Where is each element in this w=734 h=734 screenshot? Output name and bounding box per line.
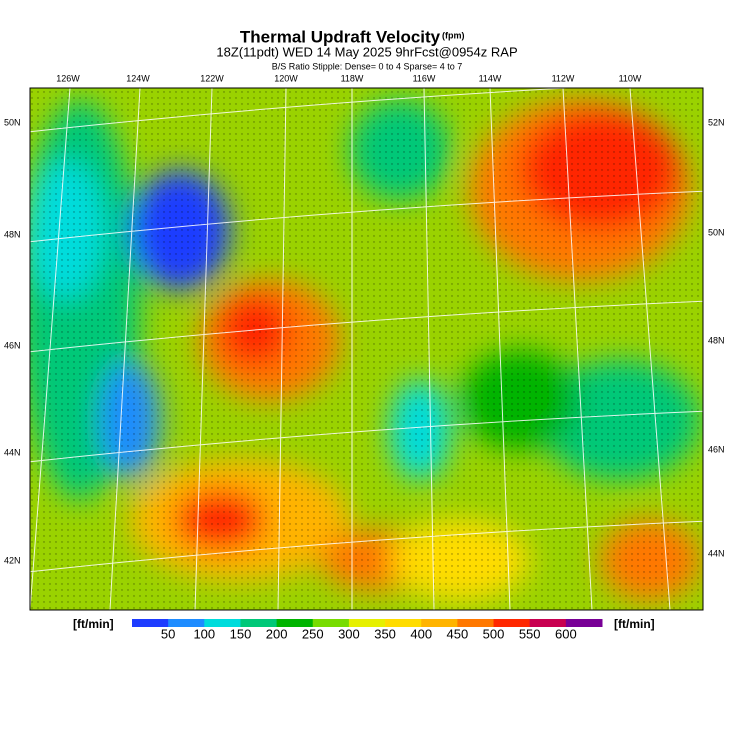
colorbar-label: 50 (161, 626, 175, 641)
lat-label: 48N (4, 229, 21, 239)
colorbar-label: 200 (266, 626, 288, 641)
colorbar-label: 350 (374, 626, 396, 641)
lat-label: 42N (4, 555, 21, 565)
subtitle: 18Z(11pdt) WED 14 May 2025 9hrFcst@0954z… (216, 44, 517, 59)
lon-label: 124W (126, 73, 150, 83)
lat-label: 50N (4, 117, 21, 127)
colorbar-label: 300 (338, 626, 360, 641)
stipple-note: B/S Ratio Stipple: Dense= 0 to 4 Sparse=… (272, 61, 463, 71)
title: Thermal Updraft Velocity (240, 27, 441, 46)
lon-label: 112W (552, 73, 575, 83)
colorbar-swatch (240, 619, 278, 627)
colorbar-swatch (204, 619, 241, 627)
colorbar-label: 450 (447, 626, 469, 641)
lon-label: 116W (413, 73, 436, 83)
lat-label: 50N (708, 227, 725, 237)
lat-label: 46N (708, 444, 725, 454)
colorbar-swatch (529, 619, 567, 627)
units: (fpm) (442, 30, 465, 40)
map-field (30, 88, 703, 610)
unit-right: [ft/min] (614, 617, 655, 631)
colorbar-label: 550 (519, 626, 541, 641)
colorbar-swatch (493, 619, 531, 627)
colorbar-swatch (565, 619, 603, 627)
lon-label: 126W (56, 73, 80, 83)
colorbar-label: 400 (410, 626, 432, 641)
unit-left: [ft/min] (73, 617, 114, 631)
lon-label: 120W (274, 73, 298, 83)
lat-label: 52N (708, 117, 725, 127)
colorbar-label: 600 (555, 626, 577, 641)
lat-label: 44N (4, 447, 21, 457)
lon-label: 110W (619, 73, 642, 83)
lat-label: 44N (708, 548, 725, 558)
lat-label: 48N (708, 335, 725, 345)
lon-label: 122W (200, 73, 224, 83)
colorbar-swatch (421, 619, 458, 627)
colorbar-label: 100 (193, 626, 215, 641)
colorbar-label: 150 (230, 626, 252, 641)
colorbar-label: 500 (483, 626, 505, 641)
colorbar-swatch (168, 619, 205, 627)
colorbar-label: 250 (302, 626, 324, 641)
lon-label: 114W (479, 73, 502, 83)
lon-label: 118W (341, 73, 364, 83)
colorbar-swatch (348, 619, 386, 627)
colorbar-swatch (312, 619, 350, 627)
colorbar-swatch (385, 619, 422, 627)
lat-label: 46N (4, 340, 21, 350)
colorbar-swatch (276, 619, 314, 627)
map-frame (29, 87, 704, 611)
colorbar-swatch (457, 619, 495, 627)
colorbar-swatch (132, 619, 169, 627)
